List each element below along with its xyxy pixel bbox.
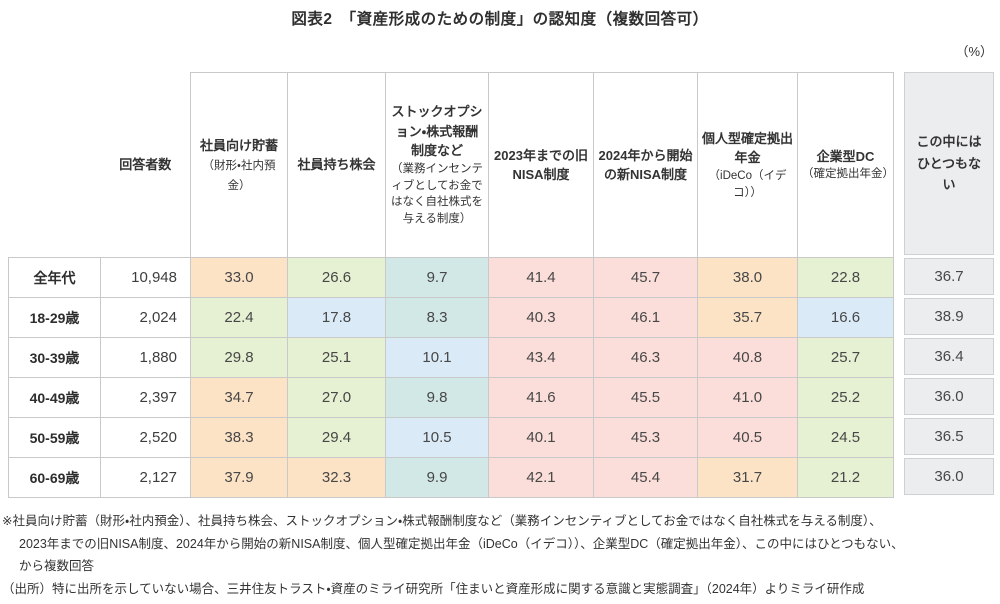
row-label: 30-39歳	[8, 337, 101, 378]
column-note: （財形・社内預金）	[202, 160, 276, 192]
column-label: 社員向け貯蓄	[199, 137, 278, 153]
value-cell: 35.7	[697, 297, 798, 338]
column-header-3: ストックオプション・株式報酬制度など （業務インセンティブとしてお金ではなく自社株…	[385, 72, 489, 258]
column-note: （業務インセンティブとしてお金ではなく自社株式を与える制度）	[391, 162, 483, 225]
column-header-1: 社員向け貯蓄 （財形・社内預金）	[190, 72, 288, 258]
value-cell: 40.5	[697, 417, 798, 458]
table-row: 全年代 10,948 33.0 26.6 9.7 41.4 45.7 38.0 22.8	[8, 257, 894, 298]
footnotes: ※社員向け貯蓄（財形・社内預金）、社員持ち株会、ストックオプション・株式報酬制度…	[2, 510, 998, 600]
header-row: 回答者数 社員向け貯蓄 （財形・社内預金） 社員持ち株会 ストックオプション・株式報酬…	[8, 72, 894, 258]
value-cell: 27.0	[287, 377, 386, 418]
column-header-6: 個人型確定拠出年金 （iDeCo（イデコ））	[697, 72, 798, 258]
value-cell: 22.4	[190, 297, 288, 338]
row-label: 18-29歳	[8, 297, 101, 338]
value-cell: 45.4	[593, 457, 698, 498]
value-cell: 8.3	[385, 297, 489, 338]
table-row: 50-59歳 2,520 38.3 29.4 10.5 40.1 45.3 40.5 24.5	[8, 417, 894, 458]
value-cell: 16.6	[797, 297, 894, 338]
none-value-cell: 36.0	[904, 458, 994, 495]
respondents-cell: 2,127	[100, 457, 191, 498]
value-cell: 24.5	[797, 417, 894, 458]
column-header-7: 企業型DC （確定拠出年金）	[797, 72, 894, 258]
respondents-header: 回答者数	[100, 72, 191, 258]
value-cell: 42.1	[488, 457, 594, 498]
value-cell: 40.1	[488, 417, 594, 458]
respondents-cell: 10,948	[100, 257, 191, 298]
none-column: この中にはひとつもない 36.7 38.9 36.4 36.0 36.5 36.0	[904, 72, 994, 498]
value-cell: 22.8	[797, 257, 894, 298]
column-label: ストックオプション・株式報酬制度など	[391, 104, 483, 159]
value-cell: 9.9	[385, 457, 489, 498]
row-label: 40-49歳	[8, 377, 101, 418]
table-row: 40-49歳 2,397 34.7 27.0 9.8 41.6 45.5 41.0 25.2	[8, 377, 894, 418]
value-cell: 45.3	[593, 417, 698, 458]
column-header-2: 社員持ち株会	[287, 72, 386, 258]
value-cell: 25.1	[287, 337, 386, 378]
value-cell: 25.2	[797, 377, 894, 418]
none-value-cell: 36.5	[904, 418, 994, 455]
value-cell: 40.3	[488, 297, 594, 338]
row-label: 60-69歳	[8, 457, 101, 498]
column-label: 企業型DC	[816, 148, 875, 164]
column-note: （iDeCo（イデコ））	[708, 169, 787, 199]
value-cell: 10.1	[385, 337, 489, 378]
value-cell: 32.3	[287, 457, 386, 498]
value-cell: 34.7	[190, 377, 288, 418]
value-cell: 46.3	[593, 337, 698, 378]
column-header-5: 2024年から開始の新NISA制度	[593, 72, 698, 258]
value-cell: 33.0	[190, 257, 288, 298]
value-cell: 41.6	[488, 377, 594, 418]
column-note: （確定拠出年金）	[802, 168, 894, 181]
column-label: 2024年から開始の新NISA制度	[598, 147, 693, 183]
none-value-cell: 36.0	[904, 378, 994, 415]
value-cell: 17.8	[287, 297, 386, 338]
table-row: 18-29歳 2,024 22.4 17.8 8.3 40.3 46.1 35.7 16.6	[8, 297, 894, 338]
value-cell: 40.8	[697, 337, 798, 378]
value-cell: 38.0	[697, 257, 798, 298]
column-label: 個人型確定拠出年金	[702, 130, 794, 166]
respondents-cell: 2,024	[100, 297, 191, 338]
value-cell: 26.6	[287, 257, 386, 298]
none-value-cell: 36.7	[904, 258, 994, 295]
footnote-line: ※社員向け貯蓄（財形・社内預金）、社員持ち株会、ストックオプション・株式報酬制度…	[2, 514, 882, 528]
corner-blank-cell	[8, 72, 101, 258]
respondents-cell: 1,880	[100, 337, 191, 378]
table-row: 30-39歳 1,880 29.8 25.1 10.1 43.4 46.3 40.8 25.7	[8, 337, 894, 378]
column-label: 2023年までの旧NISA制度	[494, 147, 588, 183]
value-cell: 9.8	[385, 377, 489, 418]
value-cell: 45.7	[593, 257, 698, 298]
value-cell: 21.2	[797, 457, 894, 498]
none-value-cell: 36.4	[904, 338, 994, 375]
row-label: 50-59歳	[8, 417, 101, 458]
respondents-cell: 2,520	[100, 417, 191, 458]
source-note: （出所）特に出所を示していない場合、三井住友トラスト・資産のミライ研究所「住まい…	[2, 581, 865, 596]
column-label: 社員持ち株会	[297, 157, 376, 173]
footnote-line: から複数回答	[19, 559, 95, 573]
table-row: 60-69歳 2,127 37.9 32.3 9.9 42.1 45.4 31.7 21.2	[8, 457, 894, 498]
awareness-table: 回答者数 社員向け貯蓄 （財形・社内預金） 社員持ち株会 ストックオプション・株式報酬…	[8, 72, 994, 498]
value-cell: 9.7	[385, 257, 489, 298]
row-label: 全年代	[8, 257, 101, 298]
none-value-cell: 38.9	[904, 298, 994, 335]
none-column-header: この中にはひとつもない	[904, 72, 994, 255]
value-cell: 45.5	[593, 377, 698, 418]
value-cell: 37.9	[190, 457, 288, 498]
value-cell: 29.8	[190, 337, 288, 378]
figure-title: 図表2 「資産形成のための制度」の認知度（複数回答可）	[291, 11, 709, 28]
value-cell: 46.1	[593, 297, 698, 338]
value-cell: 25.7	[797, 337, 894, 378]
footnote-line: 2023年までの旧NISA制度、2024年から開始の新NISA制度、個人型確定拠…	[19, 536, 904, 551]
value-cell: 29.4	[287, 417, 386, 458]
value-cell: 41.0	[697, 377, 798, 418]
value-cell: 43.4	[488, 337, 594, 378]
value-cell: 10.5	[385, 417, 489, 458]
value-cell: 31.7	[697, 457, 798, 498]
value-cell: 41.4	[488, 257, 594, 298]
main-table: 回答者数 社員向け貯蓄 （財形・社内預金） 社員持ち株会 ストックオプション・株式報酬…	[8, 72, 894, 498]
respondents-cell: 2,397	[100, 377, 191, 418]
value-cell: 38.3	[190, 417, 288, 458]
column-header-4: 2023年までの旧NISA制度	[488, 72, 594, 258]
unit-label: （%）	[955, 44, 993, 59]
